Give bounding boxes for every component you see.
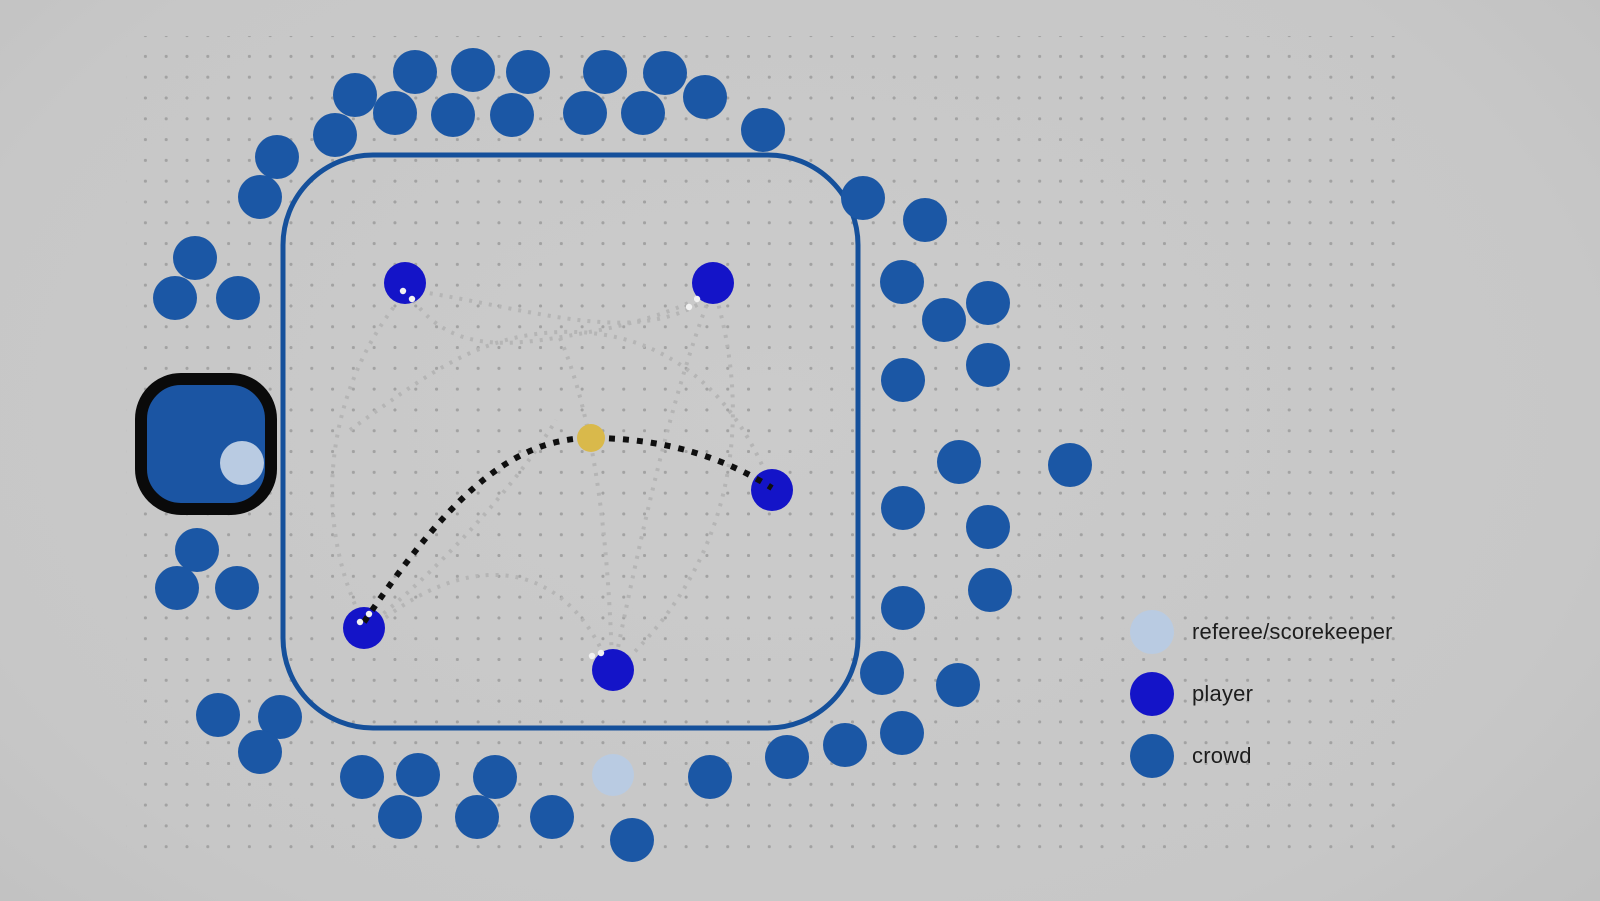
crowd-dot [238, 175, 282, 219]
player-dot [692, 262, 734, 304]
crowd-dot [258, 695, 302, 739]
crowd-dot [643, 51, 687, 95]
crowd-dot [968, 568, 1012, 612]
crowd-dot [196, 693, 240, 737]
crowd-dot [563, 91, 607, 135]
crowd-dot [393, 50, 437, 94]
crowd-dot [255, 135, 299, 179]
crowd-dot [936, 663, 980, 707]
crowd-dot [155, 566, 199, 610]
crowd-dot [823, 723, 867, 767]
crowd-dot [451, 48, 495, 92]
crowd-dot [378, 795, 422, 839]
legend: referee/scorekeeper player crowd [1130, 610, 1393, 778]
movement-trajectory [613, 295, 712, 663]
crowd-dot [966, 505, 1010, 549]
crowd-dot [688, 755, 732, 799]
ball [577, 424, 605, 452]
crowd-dot [215, 566, 259, 610]
crowd-dot [333, 73, 377, 117]
court-outline [280, 152, 861, 731]
legend-row-referee: referee/scorekeeper [1130, 610, 1393, 654]
crowd-dot [506, 50, 550, 94]
crowd-dot [583, 50, 627, 94]
referee-dot [592, 754, 634, 796]
legend-row-crowd: crowd [1130, 734, 1393, 778]
crowd-dot [431, 93, 475, 137]
movement-trajectory [348, 329, 772, 485]
legend-row-player: player [1130, 672, 1393, 716]
crowd-dot [373, 91, 417, 135]
crowd-dot [473, 755, 517, 799]
crowd-dot [765, 735, 809, 779]
crowd-dot [238, 730, 282, 774]
crowd-dot [881, 586, 925, 630]
legend-label-crowd: crowd [1192, 743, 1252, 768]
trajectory-start-dot [597, 649, 605, 657]
crowd-dot [880, 711, 924, 755]
crowd-dot [880, 260, 924, 304]
crowd-dot [153, 276, 197, 320]
player-dot [592, 649, 634, 691]
crowd-dot [1048, 443, 1092, 487]
movement-trajectory [368, 572, 610, 665]
crowd-dot [216, 276, 260, 320]
crowd-dot [490, 93, 534, 137]
movement-trajectory [330, 290, 408, 621]
movement-trajectory [409, 288, 716, 325]
crowd-dot [621, 91, 665, 135]
crowd-dot [173, 236, 217, 280]
crowd-dot [396, 753, 440, 797]
crowd-dot [610, 818, 654, 862]
crowd-dot [860, 651, 904, 695]
legend-label-referee: referee/scorekeeper [1192, 619, 1393, 644]
movement-trajectory [618, 295, 735, 668]
movement-trajectory [558, 337, 614, 663]
player-dot [751, 469, 793, 511]
crowd-dot [903, 198, 947, 242]
crowd-dot [922, 298, 966, 342]
player-dot [343, 607, 385, 649]
crowd-dot [175, 528, 219, 572]
crowd-dot [530, 795, 574, 839]
referee-swatch-icon [1130, 610, 1174, 654]
table-referee-dot [220, 441, 264, 485]
player-dot [384, 262, 426, 304]
crowd-dot [741, 108, 785, 152]
ball-trajectory [361, 434, 774, 624]
player-swatch-icon [1130, 672, 1174, 716]
dot-grid-background [126, 36, 1408, 862]
trajectory-start-dot [365, 610, 373, 618]
crowd-dot [455, 795, 499, 839]
crowd-dot [881, 486, 925, 530]
legend-label-player: player [1192, 681, 1254, 706]
trajectory-start-dot [588, 652, 596, 660]
trajectory-start-dot [356, 618, 364, 626]
crowd-dot [313, 113, 357, 157]
crowd-dot [966, 343, 1010, 387]
crowd-dot [966, 281, 1010, 325]
trajectory-start-dot [399, 287, 407, 295]
trajectory-start-dot [685, 303, 693, 311]
crowd-dot [683, 75, 727, 119]
trajectory-start-dot [408, 295, 416, 303]
crowd-dot [841, 176, 885, 220]
crowd-dot [937, 440, 981, 484]
crowd-dot [881, 358, 925, 402]
crowd-swatch-icon [1130, 734, 1174, 778]
crowd-dot [340, 755, 384, 799]
trajectory-start-dot [693, 295, 701, 303]
